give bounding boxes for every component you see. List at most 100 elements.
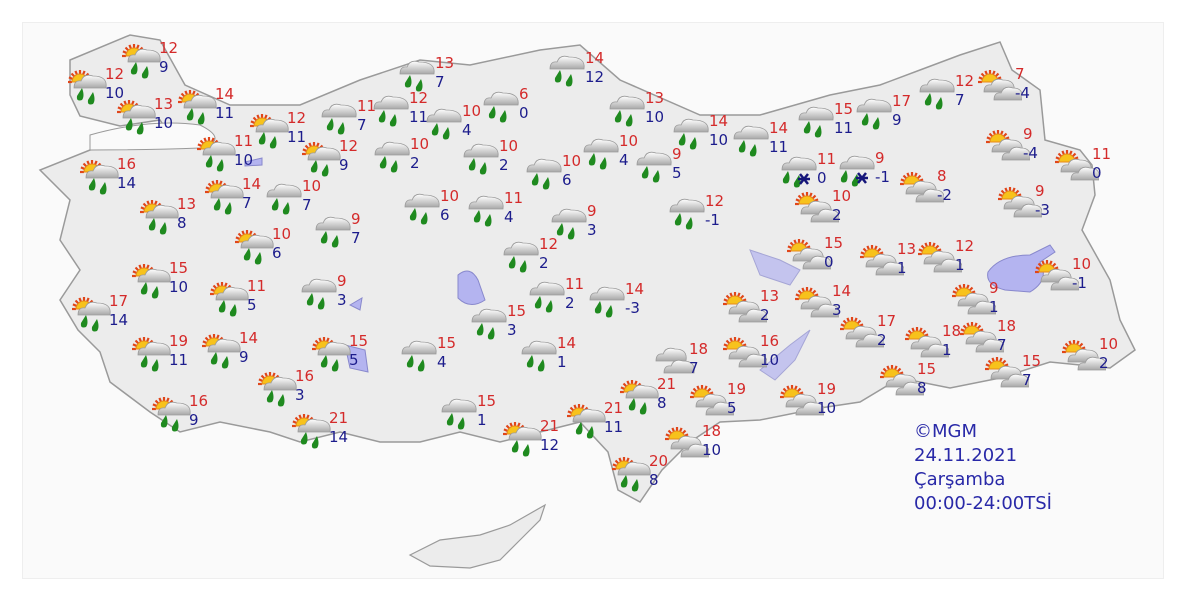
lake-keban [759, 329, 811, 381]
cloud-rain-icon [549, 55, 585, 87]
max-temperature: 9 [989, 279, 999, 297]
raindrops-icon [310, 160, 329, 177]
raindrops-icon [326, 118, 345, 135]
raindrops-icon [473, 210, 492, 227]
cloud-icon [1077, 356, 1106, 371]
max-temperature: 21 [540, 417, 560, 435]
max-temperature: 15 [507, 302, 527, 320]
sun-cloud-icon [986, 130, 1030, 161]
max-temperature: 12 [105, 65, 125, 83]
min-temperature: 0 [519, 104, 529, 122]
sun-cloud-icon [905, 327, 949, 358]
raindrops-icon [258, 132, 277, 149]
cloud-icon [680, 443, 709, 458]
raindrops-icon [160, 415, 179, 432]
cloud-icon [137, 341, 171, 356]
forecast-marker: 9 -4 [986, 125, 1066, 170]
max-temperature: 18 [942, 322, 962, 340]
cloud-icon [705, 401, 734, 416]
min-temperature: 12 [540, 436, 560, 454]
cloud-rain-icon [673, 118, 709, 150]
sun-cloud-icon [952, 284, 996, 315]
cloud-icon [1013, 203, 1042, 218]
forecast-marker: 11 7 [320, 98, 400, 142]
raindrops-icon [125, 118, 144, 135]
min-temperature: 10 [760, 351, 780, 369]
sun-cloud-rain-icon [620, 380, 659, 415]
cloud-rain-icon [798, 106, 834, 138]
raindrops-icon [588, 153, 607, 170]
credit-period: 00:00-24:00TSİ [914, 493, 1052, 514]
raindrops-icon [628, 398, 647, 415]
forecast-marker: 12 11 [250, 109, 330, 154]
raindrops-icon [511, 440, 530, 457]
min-temperature: 14 [329, 428, 349, 446]
cloud-rain-icon [374, 141, 410, 173]
max-temperature: 12 [705, 192, 725, 210]
forecast-marker: 10 -1 [1035, 255, 1115, 300]
min-temperature: -1 [705, 211, 720, 229]
max-temperature: 16 [760, 332, 780, 350]
forecast-marker: 13 1 [860, 240, 940, 285]
cloud-rain-icon [636, 151, 672, 183]
max-temperature: 9 [1023, 125, 1033, 143]
max-temperature: 9 [337, 272, 347, 290]
raindrops-icon [88, 178, 107, 195]
cloud-icon [77, 301, 111, 316]
min-temperature: 7 [955, 91, 965, 109]
cloud-icon [526, 158, 562, 173]
forecast-marker: 16 9 [152, 393, 232, 437]
cloud-rain-icon [463, 143, 499, 175]
max-temperature: 13 [897, 240, 917, 258]
forecast-marker: 12 1 [918, 238, 998, 282]
cloud-icon [919, 78, 955, 93]
sun-cloud-rain-icon [205, 180, 244, 215]
raindrops-icon [406, 355, 425, 372]
forecast-marker: 14 7 [205, 176, 285, 220]
max-temperature: 11 [565, 275, 585, 293]
forecast-marker: 14 11 [732, 120, 812, 164]
forecast-marker: 14 10 [672, 113, 752, 157]
min-temperature: 4 [619, 151, 629, 169]
forecast-marker: 13 2 [723, 288, 803, 332]
min-temperature: 9 [159, 58, 169, 76]
max-temperature: 10 [440, 187, 460, 205]
cloud-icon [551, 208, 587, 223]
max-temperature: 11 [247, 277, 267, 295]
max-temperature: 12 [287, 109, 307, 127]
max-temperature: 11 [817, 150, 837, 168]
forecast-marker: 10 2 [373, 135, 453, 180]
max-temperature: 10 [410, 135, 430, 153]
max-temperature: 11 [504, 189, 524, 207]
min-temperature: -3 [625, 299, 640, 317]
min-temperature: -1 [875, 168, 890, 186]
raindrops-icon [210, 352, 229, 369]
cloud-icon [609, 95, 645, 110]
max-temperature: 19 [817, 380, 837, 398]
min-temperature: 10 [169, 278, 189, 296]
cloud-icon [441, 398, 477, 413]
cloud-icon [483, 91, 519, 106]
min-temperature: 9 [339, 156, 349, 174]
sun-cloud-rain-icon [612, 457, 651, 492]
cloud-rain-icon [315, 216, 351, 248]
min-temperature: 7 [242, 194, 252, 212]
max-temperature: 10 [1072, 255, 1092, 273]
sun-cloud-rain-icon [117, 100, 156, 135]
forecast-marker: 11 10 [197, 133, 277, 177]
max-temperature: 21 [657, 375, 677, 393]
raindrops-icon [378, 110, 397, 127]
cloud-icon [207, 338, 241, 353]
min-temperature: 2 [565, 294, 575, 312]
cloud-icon [1000, 373, 1029, 388]
max-temperature: 14 [239, 329, 259, 347]
cloud-icon [738, 308, 767, 323]
cloud-rain-icon [521, 340, 557, 372]
min-temperature: 11 [215, 104, 235, 122]
raindrops-icon [148, 218, 167, 235]
raindrops-icon [594, 301, 613, 318]
cloud-rain-icon [589, 286, 625, 318]
min-temperature: 7 [689, 359, 699, 377]
forecast-marker: 14 12 [548, 50, 628, 94]
credit-day: Çarşamba [914, 469, 1006, 490]
